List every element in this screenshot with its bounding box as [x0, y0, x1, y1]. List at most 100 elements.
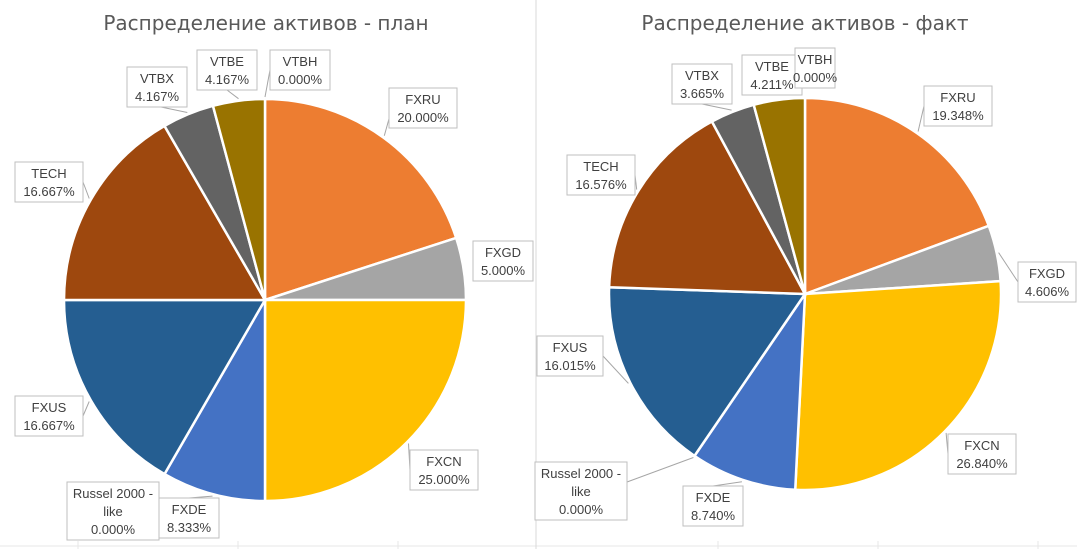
data-label-fxde: FXDE 8.333% — [158, 497, 220, 539]
data-label-value: 26.840% — [956, 456, 1008, 471]
data-label-box — [534, 461, 628, 521]
data-label-box — [126, 66, 188, 108]
data-label-box — [923, 85, 993, 127]
data-label-category: Russel 2000 - — [73, 486, 153, 501]
slice-fxcn[interactable] — [793, 279, 1003, 492]
leader-line-vtbh — [264, 69, 271, 98]
data-label-category: TECH — [583, 159, 618, 174]
data-label-value: 0.000% — [793, 70, 838, 85]
pie-fact-slices — [607, 96, 1003, 492]
chart-plan[interactable]: Распределение активов - план FXRU 20.000%… — [14, 11, 534, 541]
leader-line-tech — [82, 181, 90, 199]
slice-tech[interactable] — [607, 119, 808, 296]
data-label-fxgd: FXGD 5.000% — [472, 240, 534, 282]
pie-plan-slices — [62, 97, 468, 503]
data-label-category: like — [571, 484, 591, 499]
leader-line-vtbe — [226, 89, 239, 100]
data-label-box — [269, 49, 331, 91]
data-label-box — [536, 335, 604, 377]
data-label-value: 20.000% — [397, 110, 449, 125]
pie-fact-labels: FXRU 19.348% FXGD 4.606% FXCN 26.840% FXDE 8.74… — [534, 47, 1077, 527]
data-label-value: 4.606% — [1025, 284, 1070, 299]
data-label-russel-2000-like: Russel 2000 - like 0.000% — [534, 461, 628, 521]
slice-fxde[interactable] — [692, 289, 807, 492]
chart-title-fact: Распределение активов - факт — [641, 11, 969, 35]
data-label-tech: TECH 16.667% — [14, 161, 84, 203]
leader-line-fxde — [712, 481, 742, 487]
data-label-fxgd: FXGD 4.606% — [1017, 261, 1077, 303]
data-label-fxde: FXDE 8.740% — [682, 485, 744, 527]
data-label-box — [388, 87, 458, 129]
data-label-tech: TECH 16.576% — [566, 154, 636, 196]
data-label-box — [196, 49, 258, 91]
data-label-fxru: FXRU 20.000% — [388, 87, 458, 129]
data-label-value: 19.348% — [932, 108, 984, 123]
data-label-vtbh: VTBH 0.000% — [269, 49, 331, 91]
slice-fxru[interactable] — [263, 97, 458, 302]
slice-fxcn[interactable] — [263, 298, 468, 503]
data-label-vtbx: VTBX 3.665% — [671, 63, 733, 105]
pie-plan-labels: FXRU 20.000% FXGD 5.000% FXCN 25.000% FXDE 8.33… — [14, 49, 534, 541]
data-label-vtbh: VTBH 0.000% — [793, 47, 838, 89]
data-label-category: like — [103, 504, 123, 519]
data-label-box — [158, 497, 220, 539]
data-label-fxus: FXUS 16.667% — [14, 395, 84, 437]
data-label-value: 4.167% — [135, 89, 180, 104]
data-label-category: VTBX — [140, 71, 174, 86]
data-label-box — [14, 161, 84, 203]
data-label-box — [947, 433, 1017, 475]
slice-fxus[interactable] — [62, 298, 268, 476]
data-label-category: Russel 2000 - — [541, 466, 621, 481]
data-label-value: 4.211% — [750, 77, 794, 92]
data-label-value: 16.576% — [575, 177, 627, 192]
leader-line-fxus — [82, 401, 90, 417]
leader-line-fxru — [917, 105, 925, 132]
leader-line-fxus — [602, 355, 629, 384]
data-label-value: 5.000% — [481, 263, 526, 278]
slice-fxru[interactable] — [803, 96, 991, 296]
slice-fxde[interactable] — [162, 295, 267, 503]
leader-line-vtbx — [160, 106, 188, 113]
slice-vtbe[interactable] — [752, 96, 807, 295]
chart-title-plan: Распределение активов - план — [103, 11, 428, 35]
leader-line-russel-2000-like — [626, 457, 694, 483]
data-label-value: 16.015% — [544, 358, 596, 373]
data-label-category: FXDE — [172, 502, 207, 517]
data-label-russel-2000-like: Russel 2000 - like 0.000% — [66, 481, 160, 541]
data-label-fxru: FXRU 19.348% — [923, 85, 993, 127]
data-label-vtbx: VTBX 4.167% — [126, 66, 188, 108]
data-label-value: 0.000% — [91, 522, 136, 537]
slice-vtbe[interactable] — [211, 97, 267, 301]
data-label-category: FXUS — [32, 400, 67, 415]
data-label-value: 16.667% — [23, 184, 75, 199]
leader-line-vtbx — [701, 103, 732, 111]
data-label-fxus: FXUS 16.015% — [536, 335, 604, 377]
data-label-category: FXCN — [426, 454, 461, 469]
data-label-value: 25.000% — [418, 472, 470, 487]
data-label-box — [682, 485, 744, 527]
data-label-box — [671, 63, 733, 105]
data-label-box — [1017, 261, 1077, 303]
chart-fact[interactable]: Распределение активов - факт FXRU 19.348%… — [534, 11, 1077, 527]
data-label-category: FXCN — [964, 438, 999, 453]
data-label-category: VTBX — [685, 68, 719, 83]
data-label-category: FXGD — [1029, 266, 1065, 281]
data-label-box — [409, 449, 479, 491]
data-label-category: VTBH — [798, 52, 833, 67]
data-label-value: 4.167% — [205, 72, 250, 87]
data-label-box — [794, 47, 836, 89]
data-label-value: 0.000% — [559, 502, 604, 517]
slice-fxus[interactable] — [607, 285, 808, 458]
data-label-category: TECH — [31, 166, 66, 181]
data-label-value: 8.740% — [691, 508, 736, 523]
sheet-gridlines — [0, 541, 1077, 549]
data-label-category: VTBE — [210, 54, 244, 69]
data-label-category: FXGD — [485, 245, 521, 260]
data-label-value: 3.665% — [680, 86, 725, 101]
data-label-fxcn: FXCN 26.840% — [947, 433, 1017, 475]
slice-tech[interactable] — [62, 124, 268, 302]
data-label-category: FXRU — [405, 92, 440, 107]
data-label-category: FXRU — [940, 90, 975, 105]
data-label-box — [14, 395, 84, 437]
